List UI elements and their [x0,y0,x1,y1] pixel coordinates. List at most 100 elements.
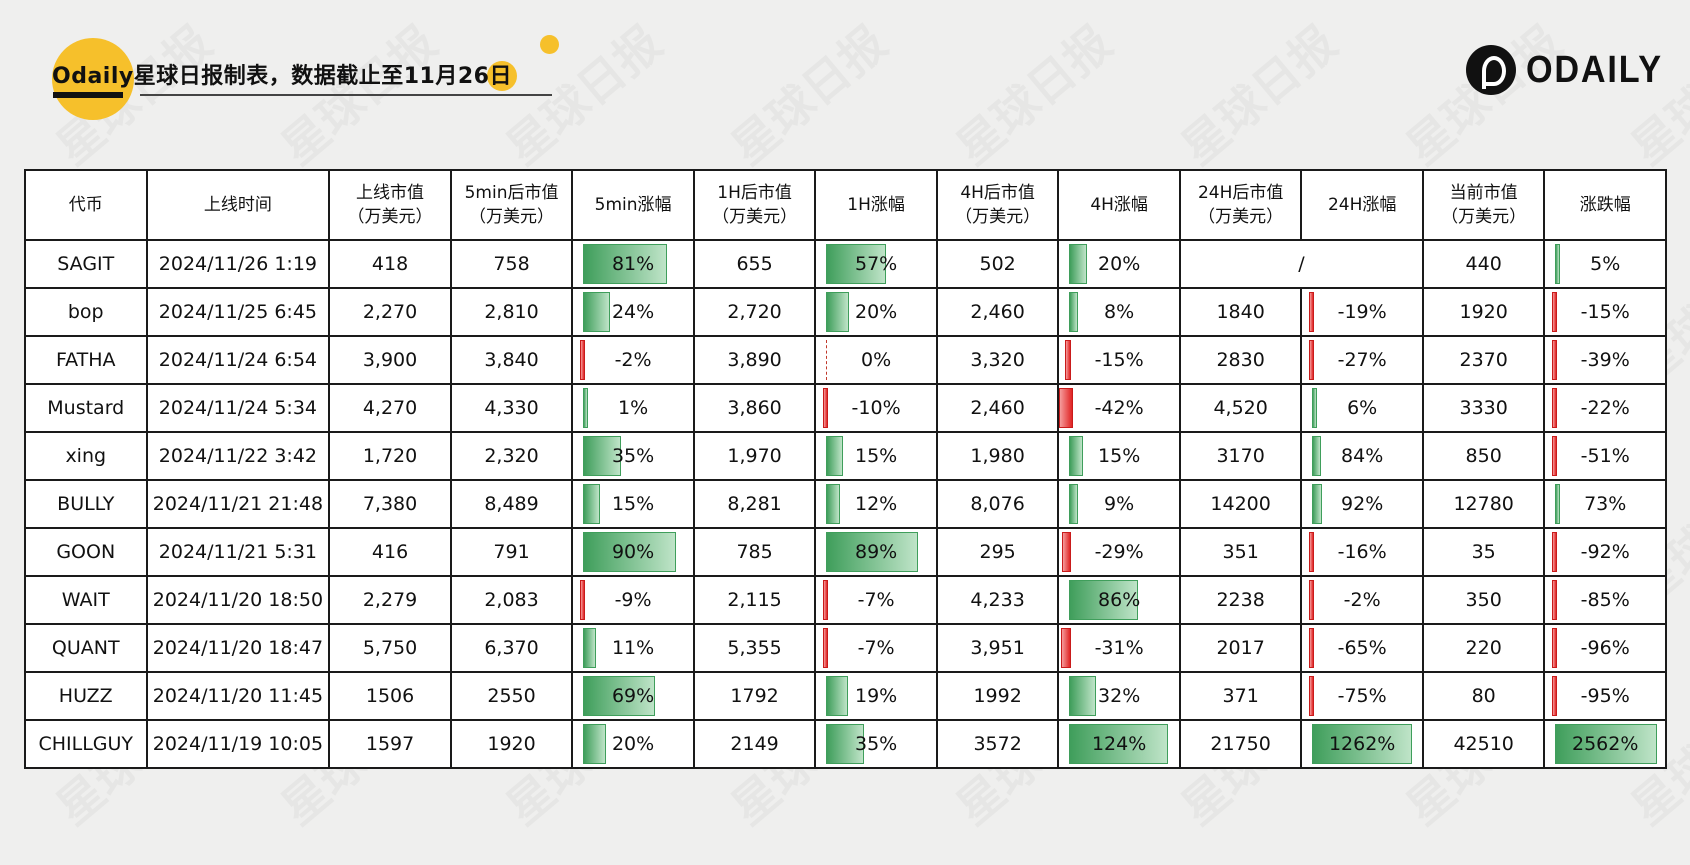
change-4h-cell: 86% [1057,575,1181,625]
launch-time-cell: 2024/11/20 18:47 [145,623,331,673]
change-1h-cell: 35% [814,719,938,769]
negative-bar [1061,628,1072,668]
positive-bar [1312,436,1321,476]
positive-bar [1555,244,1561,284]
mcap-4h-cell: 4,233 [935,575,1060,625]
token-name-cell: CHILLGUY [24,719,148,769]
current-mcap-cell: 220 [1421,623,1546,673]
percent-value: -2% [614,349,652,371]
change-5min-cell: 35% [571,431,695,481]
percent-value: 35% [611,445,655,467]
percent-value: 92% [1341,493,1384,515]
mcap-4h-cell: 2,460 [935,383,1060,433]
mcap-5min-cell: 3,840 [449,335,574,385]
percent-value: -22% [1580,397,1630,419]
percent-value: 32% [1098,685,1141,707]
column-header: 4H涨幅 [1057,169,1181,241]
percent-value: 0% [861,349,892,371]
positive-bar [1069,436,1084,476]
negative-bar [1059,388,1073,428]
column-header: 24H后市值 （万美元） [1178,169,1303,241]
column-header: 1H后市值 （万美元） [692,169,817,241]
change-4h-cell: -31% [1057,623,1181,673]
token-table: 代币 上线时间 上线市值 （万美元） 5min后市值 （万美元） 5min涨幅 1H后市值… [24,169,1667,769]
change-4h-cell: 124% [1057,719,1181,769]
token-name-cell: GOON [24,527,148,577]
negative-bar [1552,340,1558,380]
change-1h-cell: -7% [814,575,938,625]
positive-bar [583,532,677,572]
change-5min-cell: 15% [571,479,695,529]
negative-bar [1309,580,1315,620]
mcap-1h-cell: 1,970 [692,431,817,481]
percent-value: -15% [1094,349,1144,371]
page-title: Odaily星球日报制表，数据截止至11月26日 [52,64,512,89]
change-1h-cell: 15% [814,431,938,481]
mcap-4h-cell: 8,076 [935,479,1060,529]
launch-time-cell: 2024/11/26 1:19 [145,239,331,289]
odaily-logo-icon [1466,45,1516,95]
current-mcap-cell: 12780 [1421,479,1546,529]
token-name-cell: xing [24,431,148,481]
column-header: 当前市值 （万美元） [1421,169,1546,241]
percent-value: 15% [854,445,898,467]
change-4h-cell: -42% [1057,383,1181,433]
token-name-cell: Mustard [24,383,148,433]
launch-time-cell: 2024/11/21 21:48 [145,479,331,529]
total-change-cell: -96% [1543,623,1667,673]
positive-bar [583,292,610,332]
positive-bar [1069,724,1168,764]
percent-value: 9% [1104,493,1135,515]
positive-bar [1312,724,1413,764]
table-row: CHILLGUY 2024/11/19 10:05 1597 1920 20% 2149 3… [24,719,1667,769]
percent-value: -10% [851,397,901,419]
total-change-cell: -51% [1543,431,1667,481]
change-5min-cell: 11% [571,623,695,673]
current-mcap-cell: 35 [1421,527,1546,577]
bar-axis [826,340,828,380]
change-24h-cell: 84% [1300,431,1424,481]
mcap-24h-cell: / [1178,239,1424,289]
launch-mcap-cell: 3,900 [328,335,452,385]
watermark: 星球日报 [715,9,898,178]
positive-bar [1069,484,1079,524]
table-row: bop 2024/11/25 6:45 2,270 2,810 24% 2,720 20% 2… [24,287,1667,337]
token-name-cell: WAIT [24,575,148,625]
percent-value: 15% [611,493,655,515]
mcap-1h-cell: 2,115 [692,575,817,625]
current-mcap-cell: 850 [1421,431,1546,481]
mcap-5min-cell: 791 [449,527,574,577]
mcap-1h-cell: 5,355 [692,623,817,673]
negative-bar [1552,532,1558,572]
column-header: 上线市值 （万美元） [328,169,452,241]
positive-bar [583,628,597,668]
current-mcap-cell: 440 [1421,239,1546,289]
current-mcap-cell: 80 [1421,671,1546,721]
change-1h-cell: -10% [814,383,938,433]
token-name-cell: SAGIT [24,239,148,289]
negative-bar [1061,532,1072,572]
percent-value: -65% [1337,637,1387,659]
percent-value: -2% [1343,589,1381,611]
current-mcap-cell: 2370 [1421,335,1546,385]
title-underline-bold [53,92,123,98]
percent-value: -27% [1337,349,1387,371]
change-1h-cell: 20% [814,287,938,337]
percent-value: -51% [1580,445,1630,467]
mcap-24h-cell: 21750 [1178,719,1303,769]
mcap-4h-cell: 2,460 [935,287,1060,337]
launch-mcap-cell: 4,270 [328,383,452,433]
mcap-1h-cell: 2,720 [692,287,817,337]
table-body: SAGIT 2024/11/26 1:19 418 758 81% 655 57% 502 20… [24,239,1667,769]
launch-mcap-cell: 2,279 [328,575,452,625]
positive-bar [1312,388,1318,428]
positive-bar [583,724,606,764]
positive-bar [583,436,621,476]
mcap-4h-cell: 295 [935,527,1060,577]
total-change-cell: 5% [1543,239,1667,289]
positive-bar [826,292,849,332]
table-row: GOON 2024/11/21 5:31 416 791 90% 785 89% 295 -29… [24,527,1667,577]
column-header: 4H后市值 （万美元） [935,169,1060,241]
watermark: 星球日报 [940,9,1123,178]
percent-value: -16% [1337,541,1387,563]
